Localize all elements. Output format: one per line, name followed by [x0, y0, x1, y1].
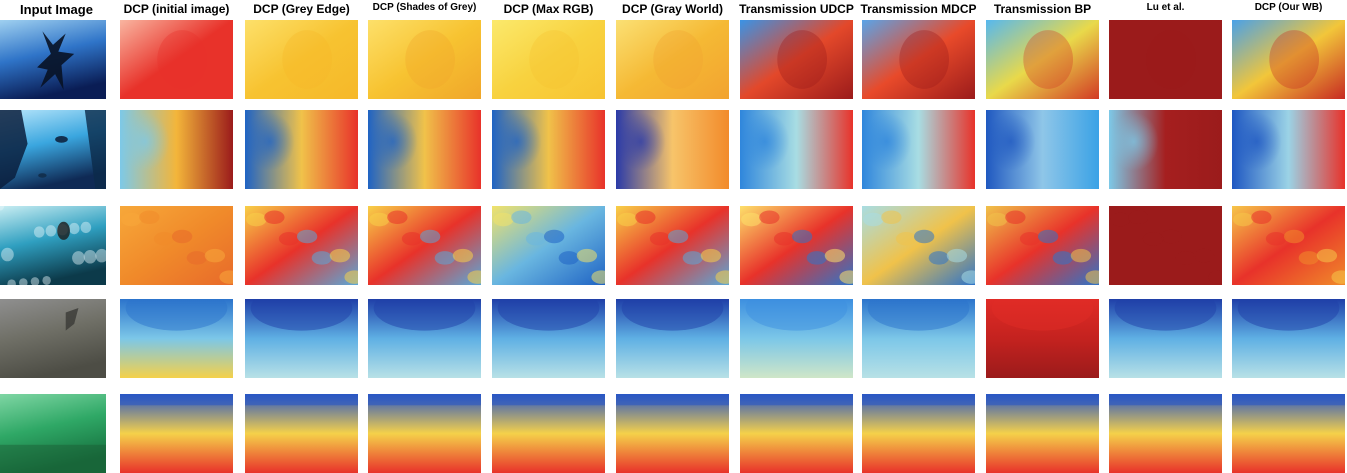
map-row-2-col-9: [986, 110, 1099, 189]
map-row-4-col-3: [245, 299, 358, 378]
map-row-5-col-7: [740, 394, 853, 473]
map-row-1-col-7: [740, 20, 853, 99]
column-header-8: Transmission MDCP: [860, 2, 977, 16]
map-row-5-col-3: [245, 394, 358, 473]
map-row-3-col-10: [1109, 206, 1222, 285]
map-row-4-col-6: [616, 299, 729, 378]
map-row-3-col-5: [492, 206, 605, 285]
input-photo-row-5: [0, 394, 106, 473]
input-photo-row-1: [0, 20, 106, 99]
map-row-5-col-8: [862, 394, 975, 473]
map-row-2-col-7: [740, 110, 853, 189]
column-header-10: Lu et al.: [1146, 2, 1185, 13]
map-row-2-col-4: [368, 110, 481, 189]
map-row-3-col-11: [1232, 206, 1345, 285]
map-row-2-col-8: [862, 110, 975, 189]
map-row-3-col-9: [986, 206, 1099, 285]
map-row-2-col-3: [245, 110, 358, 189]
map-row-2-col-5: [492, 110, 605, 189]
map-row-1-col-11: [1232, 20, 1345, 99]
map-row-1-col-6: [616, 20, 729, 99]
column-header-3: DCP (Grey Edge): [253, 2, 350, 16]
map-row-3-col-6: [616, 206, 729, 285]
map-row-1-col-3: [245, 20, 358, 99]
column-header-5: DCP (Max RGB): [503, 2, 594, 16]
input-photo-row-3: [0, 206, 106, 285]
input-photo-row-2: [0, 110, 106, 189]
map-row-5-col-4: [368, 394, 481, 473]
column-header-4: DCP (Shades of Grey): [372, 2, 477, 13]
map-row-3-col-8: [862, 206, 975, 285]
map-row-2-col-6: [616, 110, 729, 189]
map-row-2-col-11: [1232, 110, 1345, 189]
column-header-6: DCP (Gray World): [622, 2, 723, 16]
column-header-9: Transmission BP: [993, 2, 1092, 16]
map-row-5-col-6: [616, 394, 729, 473]
column-header-11: DCP (Our WB): [1254, 2, 1323, 13]
map-row-1-col-9: [986, 20, 1099, 99]
map-row-3-col-2: [120, 206, 233, 285]
map-row-4-col-7: [740, 299, 853, 378]
column-header-1: Input Image: [20, 2, 93, 17]
map-row-2-col-2: [120, 110, 233, 189]
map-row-5-col-11: [1232, 394, 1345, 473]
map-row-4-col-2: [120, 299, 233, 378]
map-row-4-col-10: [1109, 299, 1222, 378]
map-row-4-col-9: [986, 299, 1099, 378]
map-row-4-col-8: [862, 299, 975, 378]
map-row-5-col-5: [492, 394, 605, 473]
map-row-1-col-10: [1109, 20, 1222, 99]
map-row-2-col-10: [1109, 110, 1222, 189]
map-row-4-col-5: [492, 299, 605, 378]
map-row-1-col-4: [368, 20, 481, 99]
map-row-1-col-2: [120, 20, 233, 99]
map-row-3-col-7: [740, 206, 853, 285]
column-header-2: DCP (initial image): [123, 2, 230, 16]
map-row-5-col-2: [120, 394, 233, 473]
map-row-4-col-11: [1232, 299, 1345, 378]
map-row-4-col-4: [368, 299, 481, 378]
map-row-3-col-3: [245, 206, 358, 285]
map-row-1-col-5: [492, 20, 605, 99]
column-header-7: Transmission UDCP: [739, 2, 854, 16]
map-row-5-col-9: [986, 394, 1099, 473]
map-row-3-col-4: [368, 206, 481, 285]
map-row-1-col-8: [862, 20, 975, 99]
input-photo-row-4: [0, 299, 106, 378]
map-row-5-col-10: [1109, 394, 1222, 473]
